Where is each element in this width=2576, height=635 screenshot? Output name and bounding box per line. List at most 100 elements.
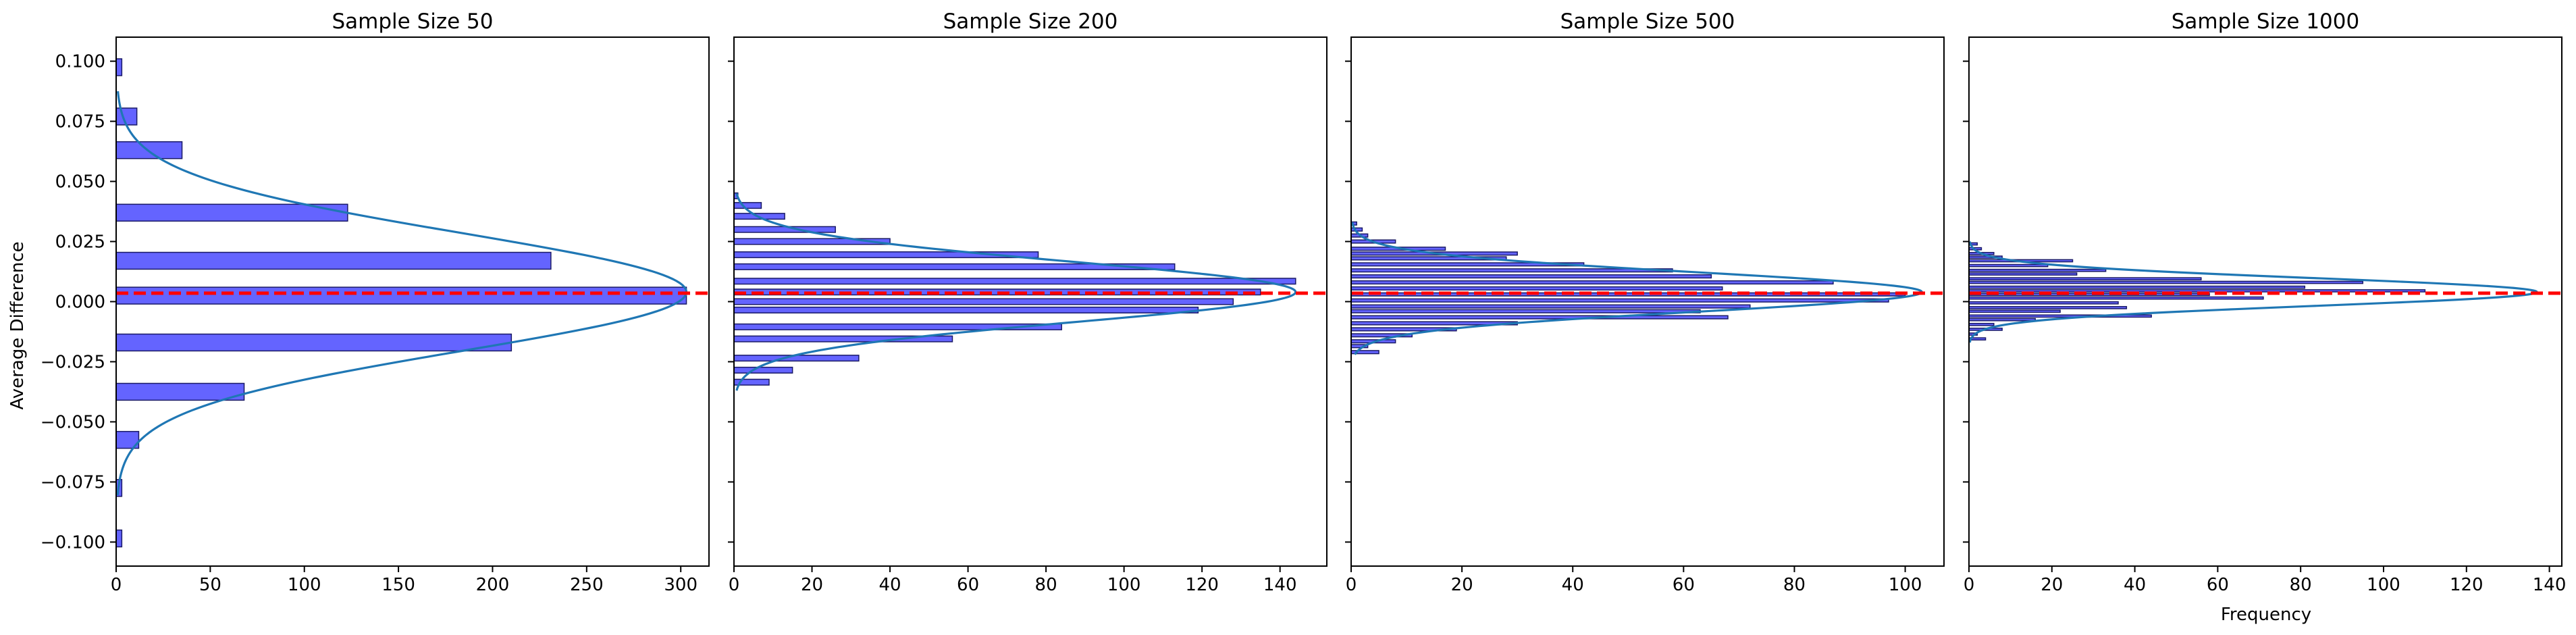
histogram-bar [1969, 337, 1987, 341]
histogram-bar [1351, 298, 1889, 303]
histogram-bar [116, 333, 512, 352]
histogram-bar [116, 286, 687, 305]
x-tick-label: 120 [2450, 575, 2483, 595]
histogram-bar [734, 378, 770, 386]
histogram-bar [1969, 285, 2306, 289]
x-tick-label: 20 [801, 575, 823, 595]
x-tick-label: 140 [1263, 575, 1297, 595]
histogram-bar [116, 529, 123, 548]
histogram-bar [734, 238, 891, 245]
histogram-bar [116, 58, 123, 76]
panel-2: 0 20 40 60 80 100 120 140 Sample Size 200 [728, 9, 1328, 595]
histogram-bar [1351, 292, 1906, 297]
histogram-bar [1969, 301, 2119, 305]
histogram-bar [1969, 277, 2202, 281]
histogram-bar [734, 306, 1199, 313]
histogram-bar [1969, 296, 2264, 300]
x-tick-label: 300 [664, 575, 698, 595]
panel-4: 0 20 40 60 80 100 120 140 Sample Size 1000 [1963, 9, 2566, 595]
x-tick-label: 140 [2533, 575, 2567, 595]
histogram-bar [1969, 280, 2364, 284]
x-tick-label: 60 [1673, 575, 1695, 595]
x-tick-label: 20 [2041, 575, 2063, 595]
plot-area [116, 58, 688, 548]
panel-1: 0 50 100 150 200 250 300 −0.100 −0.075 −0.050 −0.0… [41, 9, 710, 595]
x-tick-label: 100 [2367, 575, 2400, 595]
y-tick-label: −0.025 [41, 352, 105, 372]
histogram-bar [1969, 242, 1978, 246]
histogram-bar [1969, 318, 2036, 322]
histogram-bar [734, 288, 1261, 296]
x-tick-label: 80 [1783, 575, 1806, 595]
panel-title: Sample Size 1000 [2172, 9, 2359, 34]
histogram-bar [1969, 263, 2049, 268]
histogram-bar [1351, 315, 1729, 320]
y-axis-label: Average Difference [7, 241, 28, 409]
histogram-bar [1351, 286, 1723, 290]
x-tick-label: 50 [199, 575, 221, 595]
histogram-bar [116, 251, 552, 270]
x-tick-label: 120 [1185, 575, 1219, 595]
histogram-bar [1351, 304, 1751, 309]
histogram-bar [734, 278, 1296, 285]
histogram-bar [1969, 322, 1995, 326]
x-tick-label: 80 [1035, 575, 1057, 595]
histogram-bar [1969, 309, 2061, 313]
y-tick-label: 0.100 [55, 52, 105, 72]
histogram-bar [1351, 268, 1673, 273]
histogram-bar [1351, 333, 1413, 338]
x-tick-label: 150 [382, 575, 415, 595]
histogram-bar [1351, 344, 1369, 349]
x-tick-label: 200 [476, 575, 510, 595]
histogram-bar [734, 202, 762, 209]
kde-curve [1351, 222, 1923, 355]
histogram-bar [734, 298, 1234, 305]
y-tick-label: 0.050 [55, 172, 105, 193]
histogram-bar [1969, 272, 2078, 276]
x-tick-label: 0 [1346, 575, 1357, 595]
y-tick-label: 0.025 [55, 232, 105, 253]
y-tick-label: 0.075 [55, 112, 105, 132]
histogram-bar [1969, 289, 2426, 293]
x-tick-label: 100 [288, 575, 321, 595]
panel-title: Sample Size 50 [332, 9, 493, 34]
histogram-bar [1969, 306, 2128, 309]
y-tick-label: −0.100 [41, 532, 105, 553]
x-axis-label: Frequency [2221, 605, 2311, 625]
x-tick-label: 100 [1889, 575, 1922, 595]
x-tick-label: 20 [1451, 575, 1473, 595]
x-tick-label: 80 [2290, 575, 2312, 595]
y-tick-label: −0.075 [41, 472, 105, 492]
histogram-bar [734, 263, 1176, 270]
histogram-bar [734, 226, 836, 233]
plot-area [1969, 241, 2539, 343]
histogram-bar [1969, 314, 2152, 318]
x-tick-label: 40 [2124, 575, 2146, 595]
histogram-bar [1351, 262, 1585, 267]
x-tick-label: 60 [2207, 575, 2229, 595]
panel-title: Sample Size 200 [943, 9, 1118, 34]
plot-area [1351, 221, 1923, 355]
histogram-bar [1351, 350, 1379, 355]
plot-area [734, 192, 1297, 391]
x-tick-label: 0 [729, 575, 740, 595]
y-tick-label: −0.050 [41, 412, 105, 432]
x-tick-label: 0 [111, 575, 122, 595]
histogram-bar [734, 323, 1062, 330]
histogram-bar [734, 251, 1039, 259]
x-tick-label: 0 [1964, 575, 1975, 595]
x-tick-label: 60 [957, 575, 979, 595]
histogram-bar [116, 107, 138, 126]
x-tick-label: 40 [1562, 575, 1584, 595]
histogram-bar [116, 382, 245, 401]
histogram-bar [734, 335, 953, 342]
histogram-bar [1969, 268, 2107, 272]
histogram-bar [1351, 280, 1834, 285]
x-tick-label: 250 [570, 575, 604, 595]
x-tick-label: 100 [1107, 575, 1141, 595]
histogram-bar [1969, 293, 2210, 297]
kde-curve [735, 193, 1297, 391]
histogram-bar [1351, 256, 1507, 261]
panel-3: 0 20 40 60 80 100 Sample Size 500 [1345, 9, 1945, 595]
